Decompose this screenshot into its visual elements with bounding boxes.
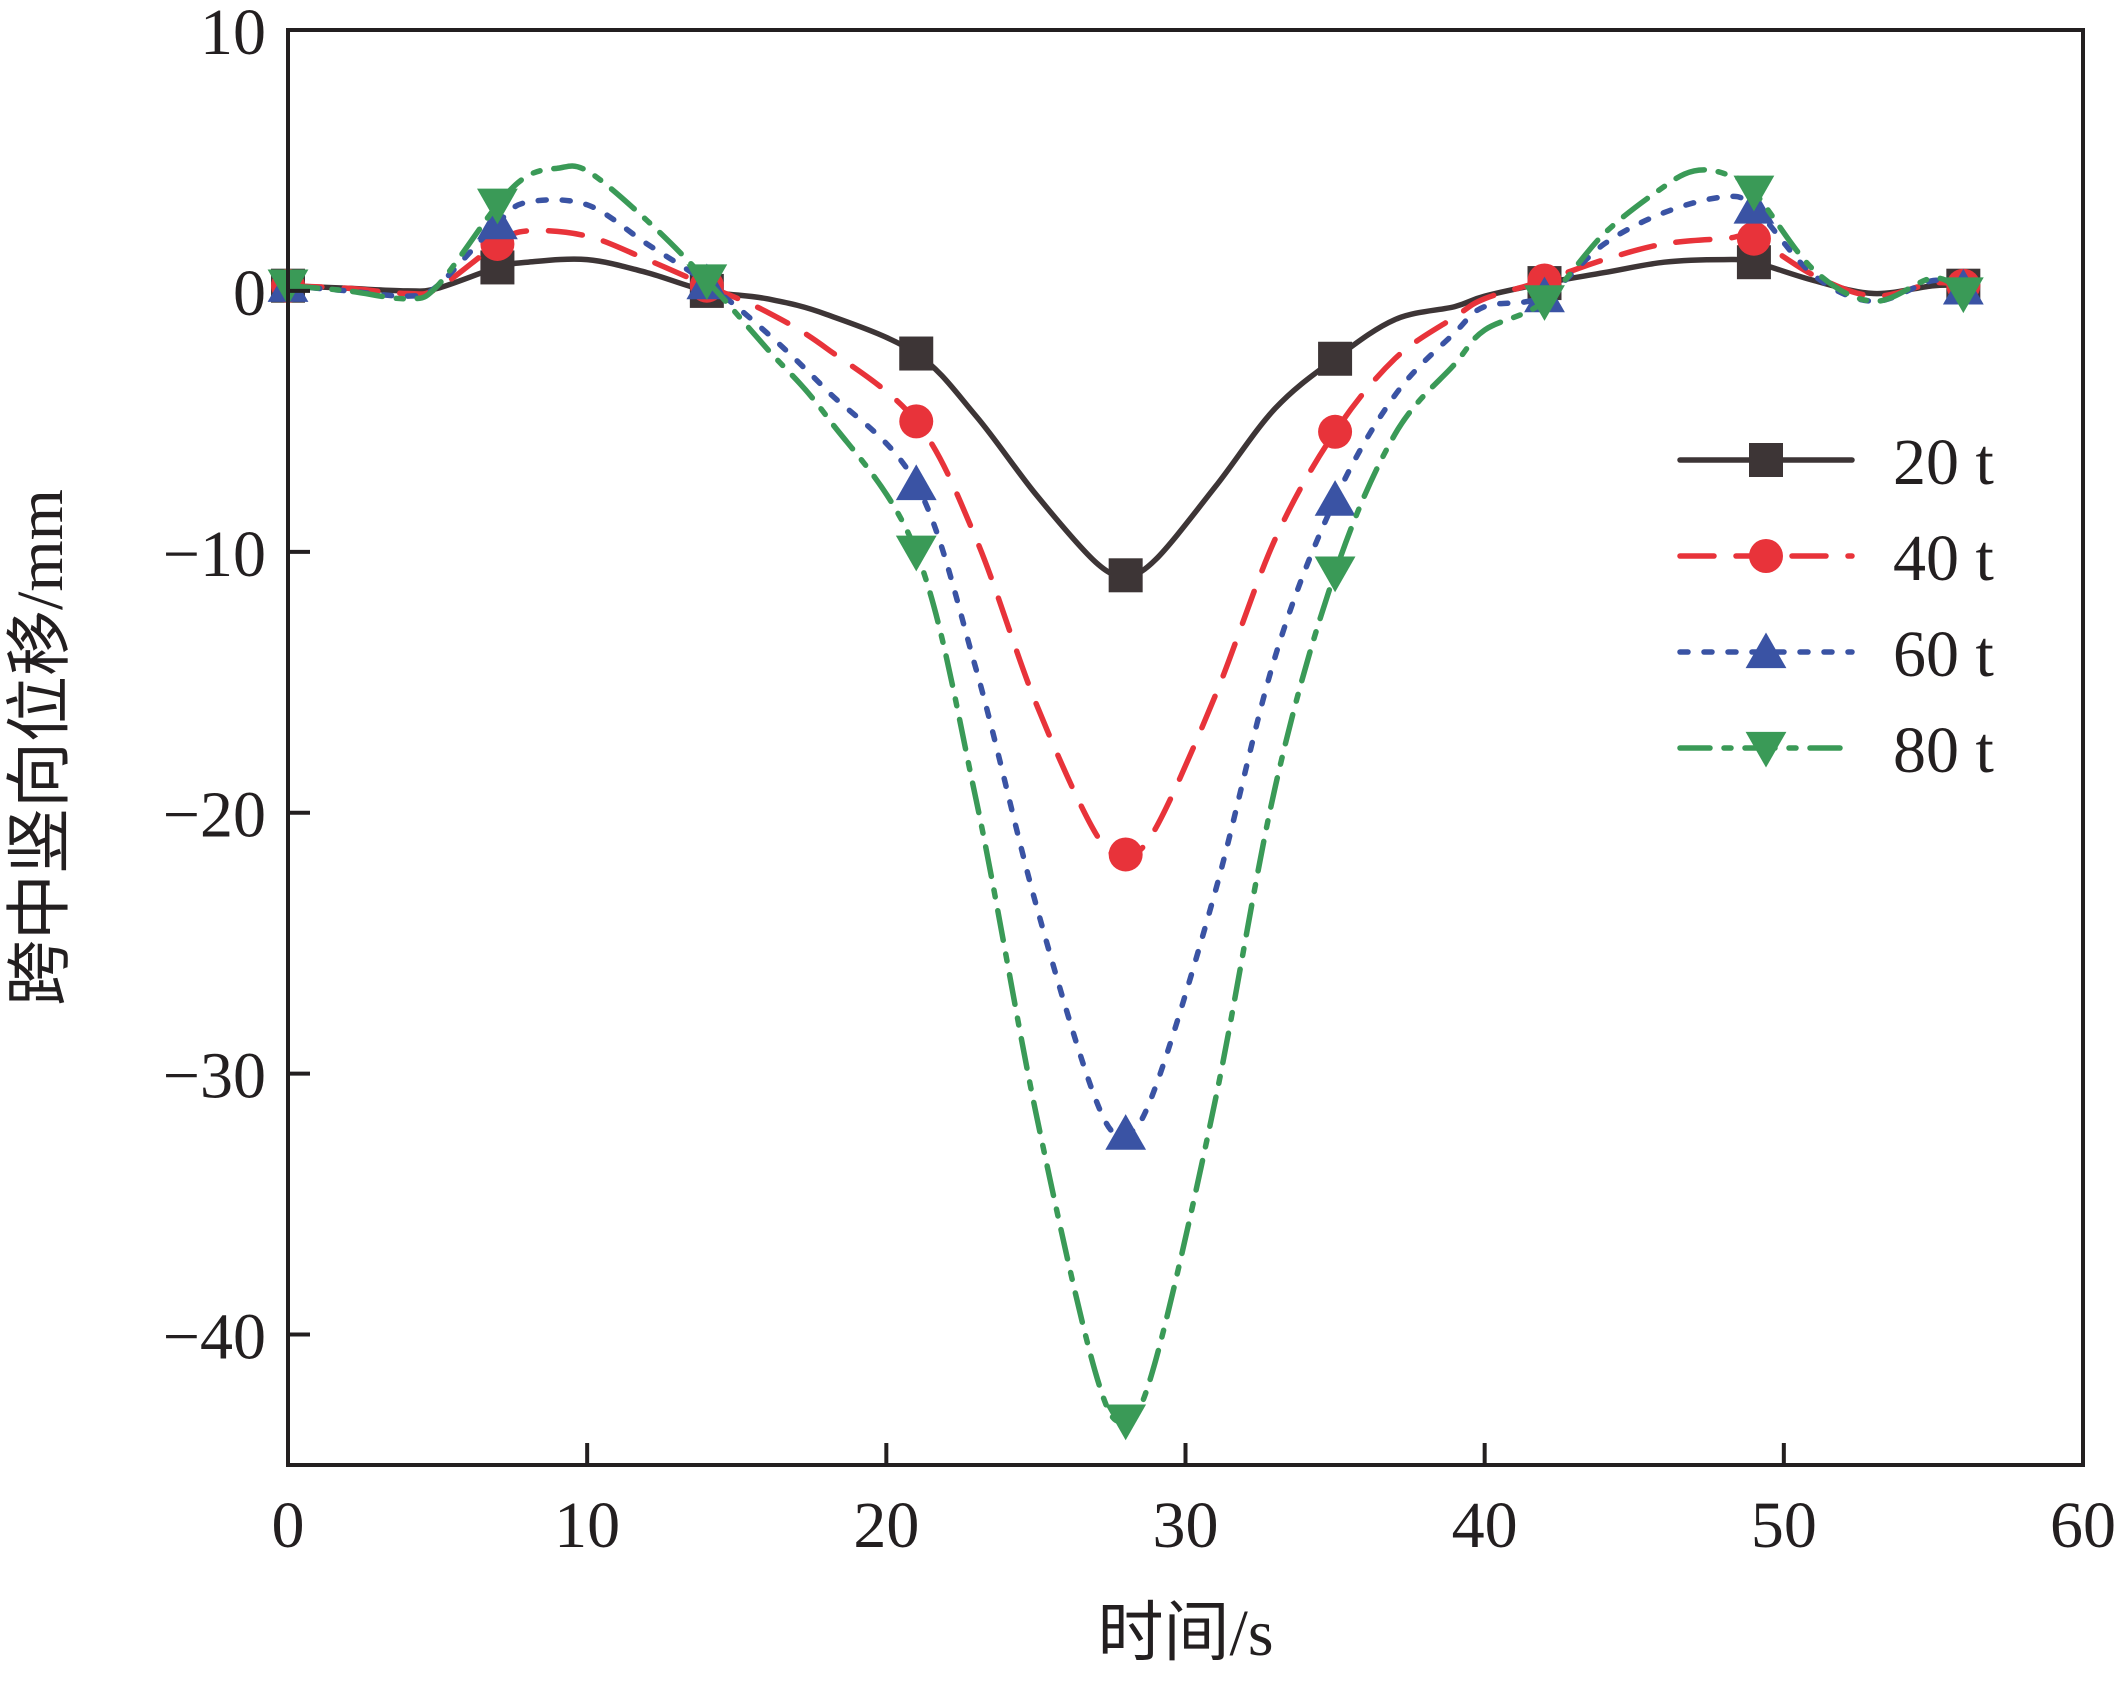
series-layer xyxy=(267,163,1984,1441)
legend-label: 60 t xyxy=(1893,618,1994,691)
data-point xyxy=(1108,558,1143,593)
y-tick-label: 0 xyxy=(233,257,266,330)
data-point xyxy=(895,464,937,501)
axis-ticks xyxy=(288,288,1786,1465)
y-tick-label: −30 xyxy=(163,1040,266,1113)
legend-label: 40 t xyxy=(1893,522,1994,595)
x-axis-title: 时间/s xyxy=(1097,1597,1273,1670)
legend-marker xyxy=(1749,443,1783,477)
legend-label: 20 t xyxy=(1893,426,1994,499)
data-point xyxy=(1524,285,1565,321)
legend-item: 60 t xyxy=(1677,618,1994,691)
data-point xyxy=(1733,175,1775,212)
legend-marker xyxy=(1749,539,1783,573)
data-point xyxy=(686,264,728,301)
tick-labels: 0 10 20 30 40 50 60 10 0 −10 −20 −30 −40 xyxy=(163,0,2116,1562)
data-point xyxy=(1318,414,1353,449)
data-point xyxy=(477,188,518,225)
series-3 xyxy=(267,187,1984,1150)
x-tick-label: 50 xyxy=(1751,1489,1817,1562)
x-tick-label: 0 xyxy=(272,1489,305,1562)
y-tick-label: −20 xyxy=(163,779,266,852)
y-tick-label: 10 xyxy=(200,0,266,69)
data-point xyxy=(1105,1114,1147,1150)
data-point xyxy=(1108,837,1143,872)
series-line xyxy=(285,193,1967,1138)
data-point xyxy=(1105,1404,1147,1441)
series-line xyxy=(285,227,1967,858)
series-line xyxy=(285,256,1967,579)
legend: 20 t 40 t 60 t 80 t xyxy=(1677,426,1994,787)
x-tick-label: 60 xyxy=(2050,1489,2116,1562)
x-tick-label: 40 xyxy=(1452,1489,1518,1562)
series-line xyxy=(285,163,1967,1425)
data-point xyxy=(899,404,934,439)
x-tick-label: 20 xyxy=(853,1489,919,1562)
y-axis-title: 跨中竖向位移/mm xyxy=(4,489,77,1006)
data-point xyxy=(899,336,934,371)
data-point xyxy=(1736,221,1771,256)
legend-item: 80 t xyxy=(1677,714,1994,787)
legend-marker xyxy=(1745,731,1787,768)
series-1 xyxy=(271,245,1981,593)
series-4 xyxy=(267,163,1984,1441)
y-tick-label: −10 xyxy=(163,518,266,591)
data-point xyxy=(1314,480,1356,516)
legend-item: 40 t xyxy=(1677,522,1994,595)
legend-label: 80 t xyxy=(1893,714,1994,787)
legend-item: 20 t xyxy=(1677,426,1994,499)
data-point xyxy=(1318,341,1353,376)
data-point xyxy=(1942,277,1984,314)
x-tick-label: 10 xyxy=(554,1489,620,1562)
legend-marker xyxy=(1745,632,1787,669)
data-point xyxy=(1314,556,1356,593)
x-tick-label: 30 xyxy=(1153,1489,1219,1562)
y-tick-label: −40 xyxy=(163,1301,266,1374)
series-2 xyxy=(271,221,1981,872)
data-point xyxy=(895,535,937,572)
